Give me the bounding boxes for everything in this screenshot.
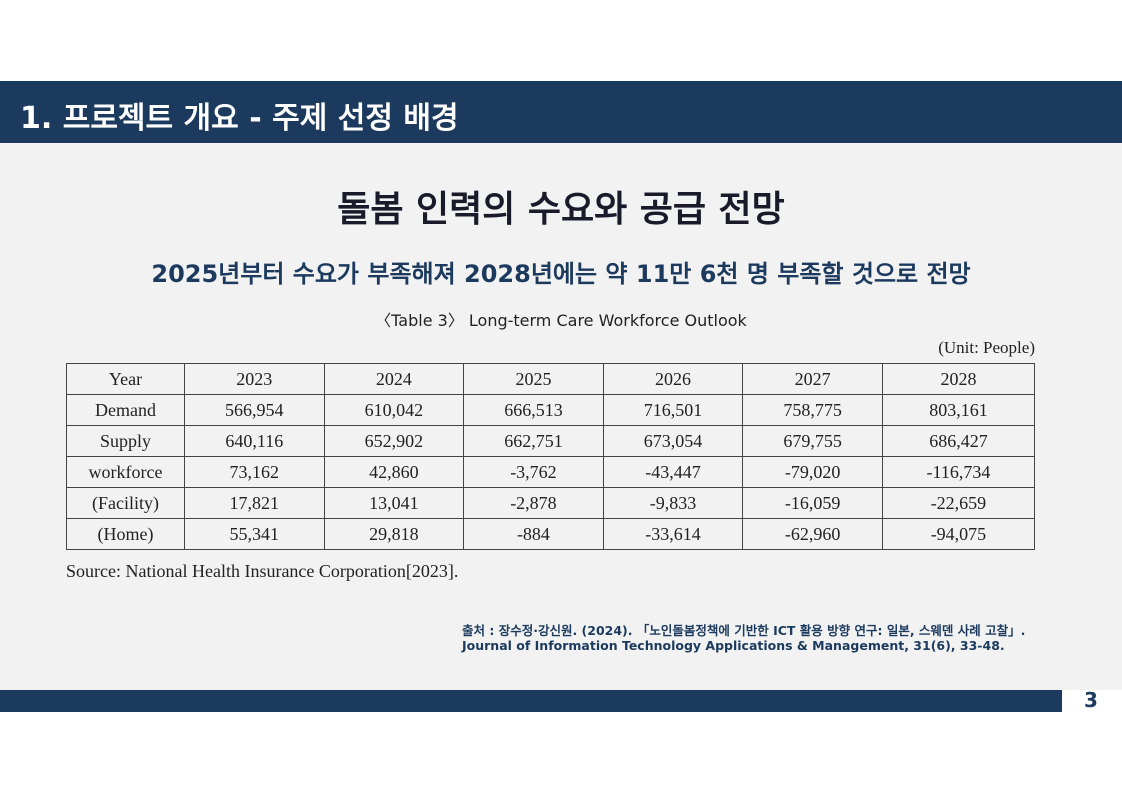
table-source: Source: National Health Insurance Corpor…	[66, 561, 459, 581]
table-row: (Home) 55,341 29,818 -884 -33,614 -62,960 -94,…	[66, 518, 1036, 550]
data-table: Year 2023 2024 2025 2026 2027 2028 Demand 566,95…	[66, 363, 1036, 550]
footer-bar	[0, 690, 1062, 712]
table-cell: 716,501	[602, 394, 744, 426]
table-cell: 758,775	[742, 394, 883, 426]
table-cell: -43,447	[602, 456, 744, 488]
row-label: Year	[66, 363, 185, 395]
table-cell: 2026	[602, 363, 744, 395]
table-unit: (Unit: People)	[938, 338, 1035, 357]
row-label: Demand	[66, 394, 185, 426]
table-cell: 73,162	[184, 456, 325, 488]
table-cell: -62,960	[742, 518, 883, 550]
table-cell: 2027	[742, 363, 883, 395]
slide-title: 돌봄 인력의 수요와 공급 전망	[337, 189, 785, 230]
table-cell: 29,818	[323, 518, 465, 550]
page-number: 3	[1084, 688, 1098, 712]
slide-subtitle: 2025년부터 수요가 부족해져 2028년에는 약 11만 6천 명 부족할 …	[151, 260, 971, 288]
table-row: (Facility) 17,821 13,041 -2,878 -9,833 -16,05…	[66, 487, 1036, 519]
row-label: (Facility)	[66, 487, 185, 519]
table-cell: 666,513	[463, 394, 604, 426]
table-cell: 640,116	[184, 425, 325, 457]
table-cell: 2023	[184, 363, 325, 395]
table-cell: 17,821	[184, 487, 325, 519]
table-cell: 2024	[323, 363, 465, 395]
table-cell: 2028	[881, 363, 1036, 395]
row-label: workforce	[66, 456, 185, 488]
table-cell: -884	[463, 518, 604, 550]
table-cell: -22,659	[881, 487, 1036, 519]
table-cell: 652,902	[323, 425, 465, 457]
table-cell: 662,751	[463, 425, 604, 457]
table-cell: 686,427	[881, 425, 1036, 457]
table-cell: 803,161	[881, 394, 1036, 426]
citation-line: Journal of Information Technology Applic…	[462, 638, 1005, 653]
table-cell: 13,041	[323, 487, 465, 519]
citation-line: 출처 : 장수정·강신원. (2024). 「노인돌봄정책에 기반한 ICT 활…	[462, 623, 1026, 638]
table-cell: 673,054	[602, 425, 744, 457]
header-bar: 1. 프로젝트 개요 - 주제 선정 배경	[0, 81, 1122, 143]
header-row: Year 2023 2024 2025 2026 2027 2028	[66, 363, 1036, 395]
table-cell: -94,075	[881, 518, 1036, 550]
table-cell: 566,954	[184, 394, 325, 426]
table-cell: 55,341	[184, 518, 325, 550]
row-label: Supply	[66, 425, 185, 457]
table-cell: -16,059	[742, 487, 883, 519]
table-row: Demand 566,954 610,042 666,513 716,501 758,77…	[66, 394, 1036, 426]
table-cell: 2025	[463, 363, 604, 395]
row-label: (Home)	[66, 518, 185, 550]
table-cell: -2,878	[463, 487, 604, 519]
table-cell: -116,734	[881, 456, 1036, 488]
table-row: workforce 73,162 42,860 -3,762 -43,447 -79,02…	[66, 456, 1036, 488]
table-row: Supply 640,116 652,902 662,751 673,054 679,75…	[66, 425, 1036, 457]
table-cell: -33,614	[602, 518, 744, 550]
header-title: 1. 프로젝트 개요 - 주제 선정 배경	[20, 101, 459, 136]
table-cell: 610,042	[323, 394, 465, 426]
table-cell: -79,020	[742, 456, 883, 488]
table-caption: 〈Table 3〉 Long-term Care Workforce Outlo…	[375, 311, 747, 330]
table-cell: -3,762	[463, 456, 604, 488]
table-cell: 42,860	[323, 456, 465, 488]
table-cell: -9,833	[602, 487, 744, 519]
table-cell: 679,755	[742, 425, 883, 457]
